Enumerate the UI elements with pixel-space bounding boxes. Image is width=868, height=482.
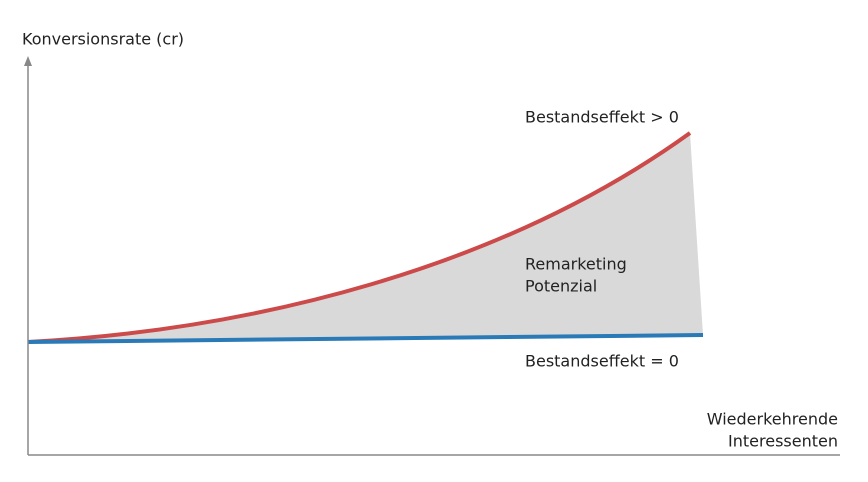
- x-axis-label: Interessenten: [728, 432, 838, 451]
- x-axis-label: Wiederkehrende: [707, 410, 838, 429]
- upper-curve-label: Bestandseffekt > 0: [525, 108, 679, 127]
- lower-line: [27, 333, 704, 344]
- upper-curve: [27, 131, 692, 344]
- area-label: Remarketing: [525, 255, 627, 274]
- potential-area: [28, 133, 703, 342]
- y-axis-arrow: [24, 56, 32, 66]
- lower-line-label: Bestandseffekt = 0: [525, 352, 679, 371]
- y-axis-label: Konversionsrate (cr): [22, 30, 184, 49]
- area-label: Potenzial: [525, 277, 597, 296]
